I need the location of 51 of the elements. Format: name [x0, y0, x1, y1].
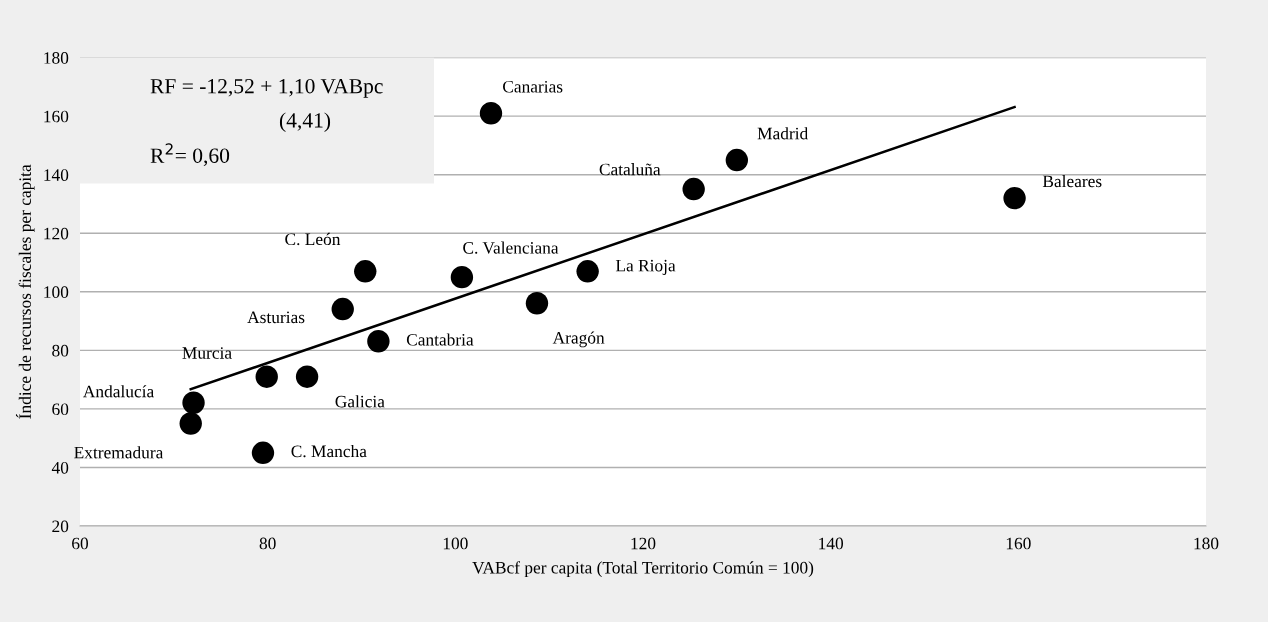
annotation: Cataluña [599, 163, 661, 176]
point [255, 365, 278, 388]
x-axis-title: VABcf per capita (Total Territorio Común = 100) [472, 561, 814, 578]
annotation: C. Valenciana [463, 241, 559, 254]
point [725, 148, 749, 172]
annotation: Baleares [1042, 174, 1102, 188]
x-tick-label: 60 [72, 537, 89, 550]
point [251, 441, 275, 465]
x-tick-label: 160 [1006, 537, 1031, 550]
x-tick-label: 120 [631, 537, 656, 550]
point [295, 365, 319, 388]
y-tick-label: 60 [52, 403, 69, 416]
y-tick-label: 120 [44, 227, 69, 240]
x-tick-label: 140 [819, 537, 844, 550]
point [525, 292, 549, 315]
annotation: C. León [285, 232, 341, 246]
point [354, 260, 377, 283]
y-tick-label: 160 [44, 110, 69, 123]
annotation: Aragón [552, 331, 605, 348]
point [182, 391, 205, 414]
y-tick-label: 140 [44, 169, 69, 181]
point [479, 102, 503, 125]
annotation: RF = -12,52 + 1,10 VABpc [150, 78, 383, 98]
x-tick-label: 100 [443, 537, 468, 550]
annotation: Galicia [335, 395, 385, 408]
x-tick-label: 80 [259, 537, 276, 550]
point [576, 260, 599, 283]
annotation: Extremadura [74, 446, 164, 459]
y-tick-label: 100 [44, 286, 69, 298]
point [682, 177, 705, 201]
annotation: Madrid [757, 127, 809, 140]
y-axis-title: Índice de recursos fiscales per capita [15, 164, 35, 419]
x-tick-label: 180 [1194, 537, 1219, 550]
annotation: Asturias [247, 311, 305, 324]
annotation: R$^{2}$= 0,60 [150, 143, 230, 167]
point [367, 330, 390, 353]
annotation: Murcia [182, 347, 232, 359]
point [331, 297, 354, 321]
annotation: La Rioja [615, 259, 676, 276]
point [1003, 186, 1026, 210]
annotation: (4,41) [279, 112, 331, 132]
annotation: Cantabria [406, 333, 474, 346]
y-tick-label: 180 [44, 52, 69, 64]
point [179, 412, 202, 435]
y-tick-label: 20 [52, 520, 69, 533]
annotation: Andalucía [83, 385, 154, 398]
point [450, 265, 474, 289]
annotation: Canarias [503, 80, 563, 93]
y-tick-label: 40 [51, 461, 69, 474]
y-tick-label: 80 [52, 344, 69, 357]
annotation: C. Mancha [291, 444, 367, 458]
